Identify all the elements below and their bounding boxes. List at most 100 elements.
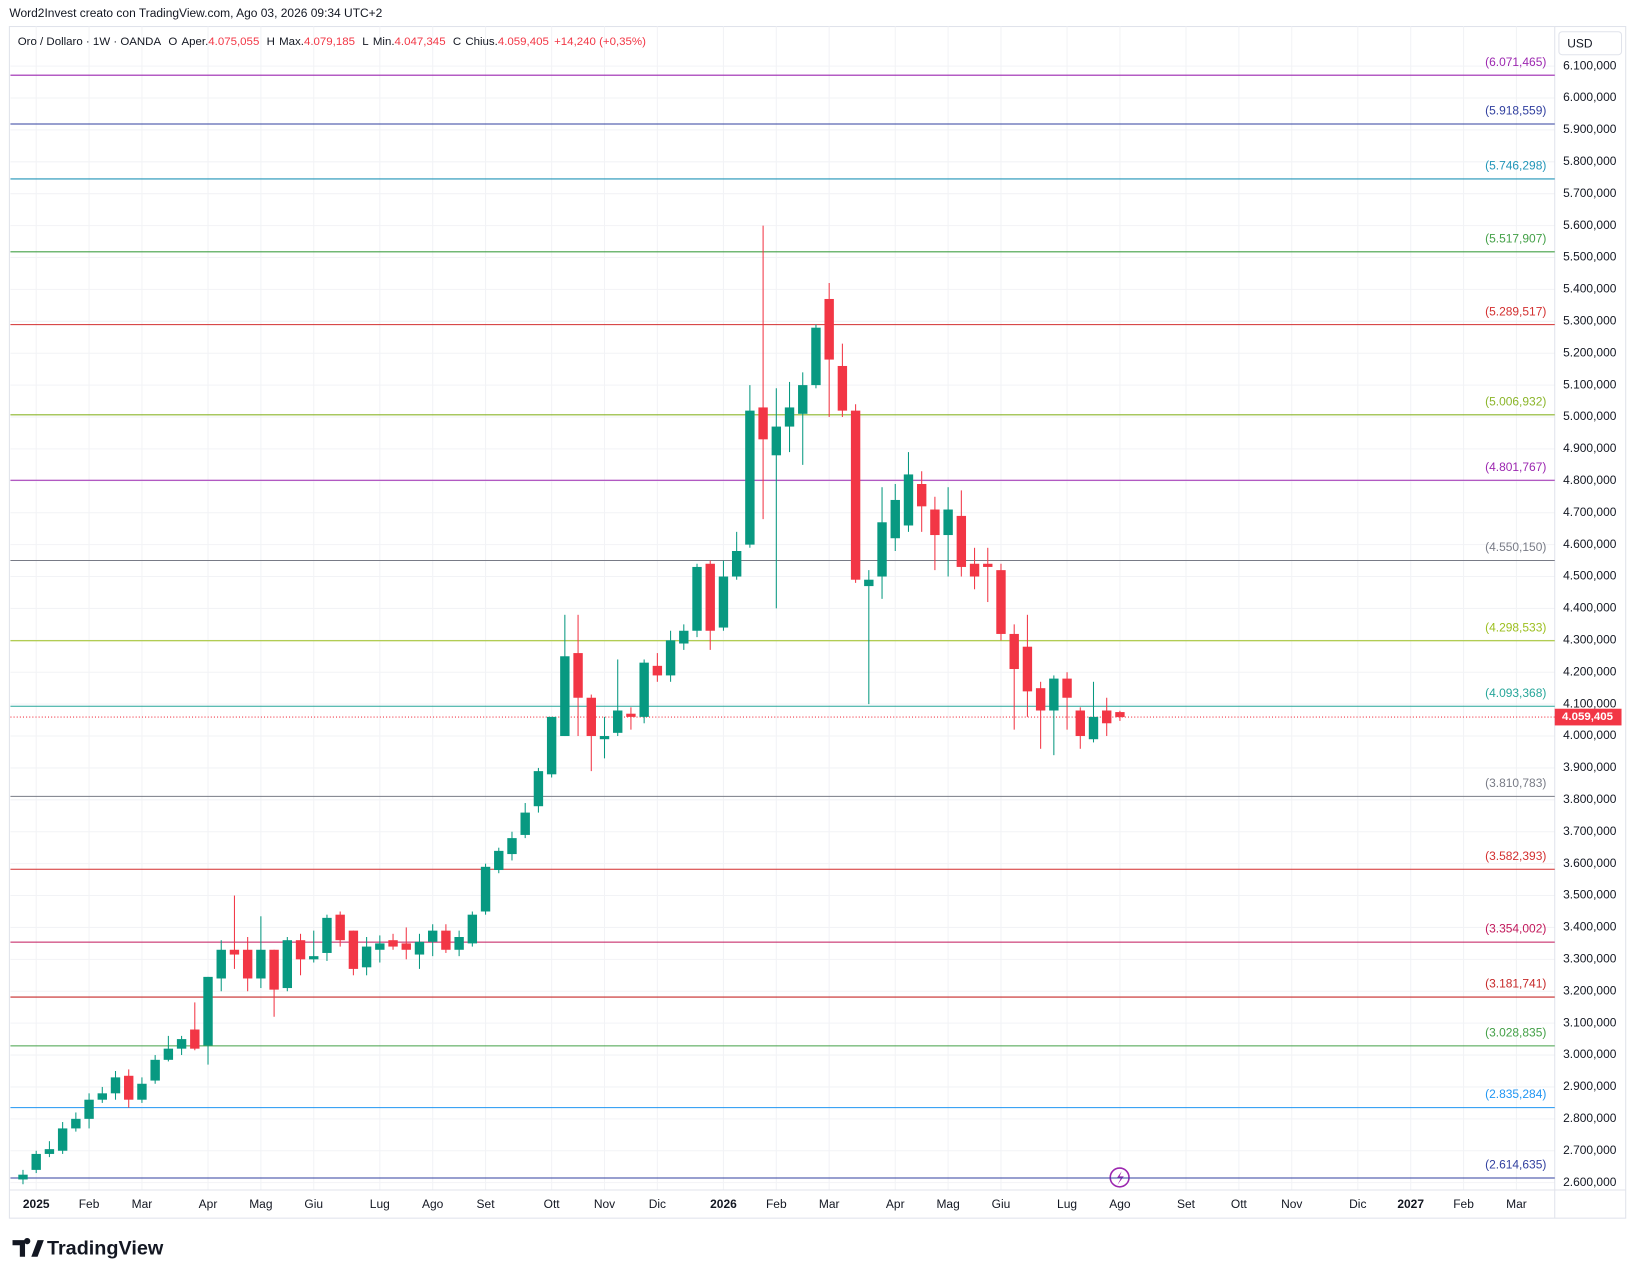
y-tick-label: 4.000,000 [1563, 728, 1617, 742]
candle-body [427, 930, 438, 942]
legend-label: Aper. [182, 36, 209, 48]
level-label: (3.354,002) [1485, 922, 1546, 936]
legend: Oro / Dollaro · 1W · OANDA O Aper.4.075,05… [18, 36, 646, 48]
x-tick-label: Mag [249, 1197, 272, 1211]
level-label: (2.614,635) [1485, 1158, 1546, 1172]
legend-key: O [168, 36, 177, 48]
candle-body [110, 1077, 121, 1094]
candle-body [956, 515, 967, 567]
x-tick-label: 2027 [1397, 1197, 1424, 1211]
x-tick-label: Dic [649, 1197, 666, 1211]
legend-label: Min. [373, 36, 395, 48]
candle-body [216, 949, 226, 979]
level-label: (3.028,835) [1485, 1025, 1546, 1039]
candle-body [150, 1059, 160, 1081]
x-tick-label: Mag [936, 1197, 959, 1211]
x-tick-label: Ago [422, 1197, 444, 1211]
candle-body [454, 937, 464, 950]
logo-text: TradingView [47, 1238, 164, 1260]
candle-body [242, 949, 253, 979]
y-tick-label: 5.500,000 [1563, 250, 1617, 264]
x-tick-label: Mar [132, 1197, 153, 1211]
level-label: (5.918,559) [1485, 104, 1546, 118]
candle-body [745, 410, 755, 545]
candle-body [1102, 710, 1112, 724]
x-tick-label: Set [477, 1197, 496, 1211]
candle-body [824, 298, 834, 360]
currency-box [1558, 31, 1623, 56]
y-tick-label: 2.600,000 [1563, 1175, 1617, 1189]
candle-body [758, 407, 768, 440]
candle-body [890, 499, 900, 539]
candle-body [983, 563, 993, 567]
candle-body [348, 930, 359, 969]
y-tick-label: 3.400,000 [1563, 920, 1617, 934]
y-tick-label: 3.900,000 [1563, 760, 1617, 774]
candle-body [507, 838, 517, 855]
candle-body [692, 566, 702, 631]
candle-body [652, 665, 663, 676]
candle-body [494, 850, 504, 871]
y-tick-label: 3.200,000 [1563, 983, 1617, 997]
candle-body [533, 771, 544, 807]
x-tick-label: Lug [1057, 1197, 1077, 1211]
y-tick-label: 3.800,000 [1563, 792, 1617, 806]
level-label: (6.071,465) [1485, 55, 1546, 69]
candle-body [1062, 678, 1072, 698]
candle-body [930, 509, 940, 536]
candle-body [388, 940, 398, 947]
legend-value: 4.079,185 [304, 36, 355, 48]
y-tick-label: 3.600,000 [1563, 856, 1617, 870]
candle-body [903, 474, 914, 526]
candle-body [546, 716, 557, 775]
candle-body [837, 365, 848, 411]
candle-body [137, 1083, 147, 1100]
y-tick-label: 6.100,000 [1563, 58, 1617, 72]
y-tick-label: 4.800,000 [1563, 473, 1617, 487]
level-label: (4.093,368) [1485, 686, 1546, 700]
y-tick-label: 4.500,000 [1563, 569, 1617, 583]
last-price-label: 4.059,405 [1562, 711, 1614, 723]
candle-body [322, 917, 332, 953]
y-tick-label: 5.700,000 [1563, 186, 1617, 200]
candle-body [335, 914, 345, 941]
logo: TradingView [12, 1238, 164, 1260]
y-tick-label: 2.900,000 [1563, 1079, 1617, 1093]
level-label: (4.550,150) [1485, 540, 1546, 554]
attribution: Word2Invest creato con TradingView.com, … [9, 6, 382, 20]
legend-value: 4.047,345 [395, 36, 446, 48]
candle-body [850, 410, 861, 580]
candle-body [573, 653, 583, 698]
candle-body [916, 484, 927, 507]
candle-body [295, 940, 306, 960]
x-tick-label: Mar [819, 1197, 840, 1211]
level-label: (5.746,298) [1485, 159, 1546, 173]
candle-body [560, 656, 570, 737]
candle-body [414, 941, 425, 955]
candle-body [44, 1149, 55, 1154]
level-label: (3.810,783) [1485, 776, 1546, 790]
candle-body [969, 563, 980, 577]
y-tick-label: 2.700,000 [1563, 1143, 1617, 1157]
level-label: (4.801,767) [1485, 460, 1546, 474]
legend-value: 4.075,055 [208, 36, 259, 48]
legend-value: 4.059,405 [498, 36, 549, 48]
y-tick-label: 5.000,000 [1563, 409, 1617, 423]
x-tick-label: 2025 [23, 1197, 50, 1211]
y-tick-label: 5.800,000 [1563, 154, 1617, 168]
candle-body [798, 385, 808, 414]
legend-key: C [453, 36, 461, 48]
x-tick-label: Giu [304, 1197, 323, 1211]
candle-body [84, 1099, 94, 1119]
candle-body [718, 576, 729, 628]
y-tick-label: 4.700,000 [1563, 505, 1617, 519]
x-tick-label: Dic [1349, 1197, 1366, 1211]
level-label: (4.298,533) [1485, 620, 1546, 634]
candle-body [599, 736, 610, 740]
candle-body [282, 940, 293, 989]
y-tick-label: 3.500,000 [1563, 888, 1617, 902]
candle-body [665, 640, 676, 676]
candle-body [467, 914, 478, 944]
candle-body [613, 710, 623, 733]
